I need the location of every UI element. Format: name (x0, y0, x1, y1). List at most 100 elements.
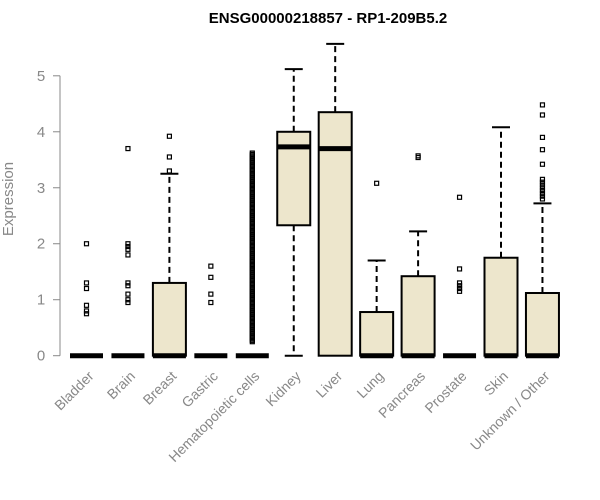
outlier-point (249, 169, 255, 175)
outlier-point (125, 241, 131, 247)
x-tick-label: Breast (140, 368, 180, 408)
outlier-point (125, 283, 131, 289)
outlier-point (249, 290, 255, 296)
outlier-point (125, 243, 131, 250)
outlier-point (249, 336, 255, 342)
outlier-point (249, 176, 255, 182)
outlier-point (249, 219, 255, 225)
outlier-point (249, 158, 255, 164)
outlier-point (539, 176, 546, 182)
box-rect (483, 256, 519, 357)
y-tick-label: 1 (37, 292, 45, 309)
outlier-point (249, 252, 255, 258)
outlier-point (249, 249, 255, 255)
outlier-point (456, 288, 463, 294)
outlier-point (249, 191, 255, 197)
outlier-point (249, 275, 255, 281)
outlier-point (249, 188, 255, 194)
outlier-point (249, 161, 255, 167)
outlier-point (415, 154, 421, 161)
outlier-point (539, 182, 546, 188)
outlier-point (249, 306, 255, 312)
outlier-point (249, 231, 255, 238)
outlier-point (249, 269, 255, 276)
outlier-point (249, 189, 255, 196)
outlier-point (249, 321, 255, 327)
outlier-point (249, 301, 255, 307)
outlier-point (249, 165, 255, 171)
box-group (70, 241, 103, 359)
outlier-point (456, 266, 463, 272)
outlier-point (249, 284, 255, 291)
outlier-point (249, 320, 255, 326)
outlier-point (249, 305, 255, 311)
outlier-point (249, 265, 255, 272)
outlier-point (249, 322, 255, 329)
outlier-point (249, 307, 255, 314)
outlier-point (249, 225, 255, 231)
outlier-point (249, 295, 255, 301)
outlier-point (249, 240, 255, 246)
outlier-point (249, 183, 255, 189)
chart-title: ENSG00000218857 - RP1-209B5.2 (209, 10, 448, 27)
outlier-point (539, 190, 546, 196)
y-ticks: 0 1 2 3 4 5 (37, 68, 60, 365)
x-tick-label: Lung (353, 368, 386, 401)
box-group (151, 133, 187, 359)
outlier-point (249, 324, 255, 330)
outlier-point (249, 215, 255, 221)
outlier-point (249, 326, 255, 333)
outlier-point (249, 271, 255, 277)
outlier-point (249, 150, 255, 156)
outlier-point (249, 248, 255, 254)
outlier-point (125, 252, 131, 258)
outlier-point (249, 177, 255, 183)
outlier-point (539, 161, 546, 167)
box-group (524, 102, 560, 359)
outlier-point (249, 337, 255, 343)
x-tick-label: Skin (481, 368, 512, 399)
outlier-point (249, 287, 255, 293)
outlier-point (249, 223, 255, 229)
outlier-point (249, 242, 255, 248)
outlier-point (249, 250, 255, 257)
box-rect (524, 292, 560, 357)
outlier-point (249, 314, 255, 320)
outlier-point (249, 180, 255, 186)
outlier-point (166, 168, 172, 174)
box-rect (400, 275, 436, 357)
outlier-point (249, 168, 255, 174)
outlier-point (249, 193, 255, 200)
outlier-point (249, 164, 255, 170)
outlier-point (249, 211, 255, 217)
outlier-point (456, 283, 463, 289)
outlier-point (249, 316, 255, 322)
outlier-point (249, 339, 255, 345)
outlier-point (249, 253, 255, 259)
outlier-point (249, 259, 255, 265)
outlier-point (539, 147, 546, 153)
y-tick-label: 2 (37, 236, 45, 253)
outlier-point (249, 203, 255, 209)
outlier-point (83, 241, 90, 247)
outlier-point (249, 288, 255, 295)
y-axis-label: Expression (0, 162, 17, 236)
outlier-point (249, 226, 255, 232)
outlier-point (249, 218, 255, 224)
outlier-point (249, 241, 255, 247)
outlier-point (249, 310, 255, 316)
x-tick-label: Bladder (51, 368, 97, 414)
outlier-point (166, 154, 172, 160)
outlier-point (249, 174, 255, 181)
outlier-point (249, 195, 255, 201)
outlier-point (125, 291, 131, 297)
outlier-point (249, 214, 255, 220)
x-tick-label: Unknown / Other (467, 368, 553, 454)
outlier-point (539, 134, 546, 140)
outlier-point (249, 233, 255, 239)
box-group (317, 42, 353, 357)
outlier-point (249, 221, 255, 227)
outlier-point (456, 194, 463, 200)
outlier-point (249, 202, 255, 208)
